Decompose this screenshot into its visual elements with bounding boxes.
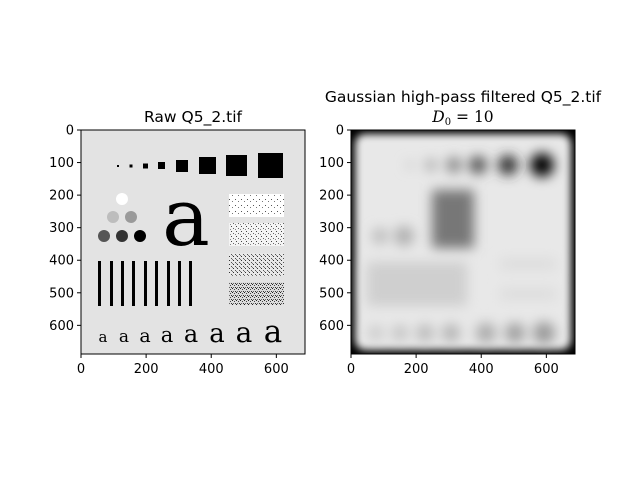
circle-white xyxy=(116,193,128,205)
y-tick-label: 500 xyxy=(49,286,74,301)
y-tick-label: 100 xyxy=(319,156,344,171)
bar-9 xyxy=(189,261,192,306)
square-3 xyxy=(143,163,148,169)
raw-image-title: Raw Q5_2.tif xyxy=(144,108,243,127)
square-5 xyxy=(176,160,188,172)
x-tick-label: 400 xyxy=(469,362,494,377)
letter-a-2: a xyxy=(119,327,129,347)
y-tick-label: 300 xyxy=(49,221,74,236)
x-tick-label: 200 xyxy=(134,362,159,377)
bar-7 xyxy=(167,261,170,306)
noise-rect-1 xyxy=(229,194,284,217)
raw-image-panel: Raw Q5_2.tif xyxy=(49,108,306,377)
bar-8 xyxy=(178,261,181,306)
bar-2 xyxy=(110,261,113,306)
y-tick-label: 600 xyxy=(319,319,344,334)
x-tick-label: 600 xyxy=(264,362,289,377)
square-2 xyxy=(129,164,133,168)
raw-circles xyxy=(98,193,146,242)
x-tick-label: 600 xyxy=(534,362,559,377)
x-tick-label: 0 xyxy=(347,362,355,377)
y-tick-label: 0 xyxy=(66,124,74,139)
raw-letters-row: a a a a a a a a xyxy=(99,314,283,350)
filtered-axes-frame xyxy=(350,129,576,355)
x-tick-label: 400 xyxy=(199,362,224,377)
y-tick-label: 600 xyxy=(49,319,74,334)
bar-1 xyxy=(98,261,101,306)
circle-dark-3 xyxy=(134,230,146,242)
noise-rect-4 xyxy=(229,282,284,305)
circle-dark-1 xyxy=(98,230,110,242)
filtered-image xyxy=(351,130,575,354)
square-7 xyxy=(226,155,247,176)
bar-4 xyxy=(132,261,135,306)
y-tick-label: 100 xyxy=(49,156,74,171)
filtered-blurred-features xyxy=(367,153,556,344)
letter-a-6: a xyxy=(209,319,225,349)
bar-3 xyxy=(121,261,124,306)
letter-a-4: a xyxy=(161,323,174,347)
noise-rect-2 xyxy=(229,223,284,246)
letter-a-3: a xyxy=(139,325,150,347)
filtered-image-panel: Gaussian high-pass filtered Q5_2.tif D0 … xyxy=(319,88,602,377)
filtered-y-axis: 0 100 200 300 400 500 600 xyxy=(319,124,351,334)
square-8 xyxy=(258,153,283,178)
letter-a-1: a xyxy=(99,328,108,346)
circle-light-1 xyxy=(107,211,119,223)
subtitle-sub: 0 xyxy=(445,117,451,128)
raw-squares-row xyxy=(117,153,283,178)
y-tick-label: 200 xyxy=(49,189,74,204)
letter-a-8: a xyxy=(264,314,282,350)
circle-light-2 xyxy=(125,211,137,223)
raw-x-axis: 0 200 400 600 xyxy=(77,354,289,377)
noise-rect-3 xyxy=(229,253,284,276)
filtered-image-subtitle: D0 = 10 xyxy=(431,108,493,128)
filtered-x-axis: 0 200 400 600 xyxy=(347,354,559,377)
circle-dark-2 xyxy=(116,230,128,242)
y-tick-label: 0 xyxy=(336,124,344,139)
y-tick-label: 300 xyxy=(319,221,344,236)
subtitle-suffix: = 10 xyxy=(451,108,494,126)
letter-a-7: a xyxy=(236,316,253,349)
y-tick-label: 400 xyxy=(319,254,344,269)
y-tick-label: 400 xyxy=(49,254,74,269)
square-6 xyxy=(199,157,216,174)
raw-vertical-bars xyxy=(98,261,192,306)
square-1 xyxy=(117,165,119,167)
raw-large-letter-a: a xyxy=(162,171,210,264)
raw-y-axis: 0 100 200 300 400 500 600 xyxy=(49,124,81,334)
x-tick-label: 200 xyxy=(404,362,429,377)
bar-5 xyxy=(144,261,147,306)
square-4 xyxy=(158,162,165,169)
y-tick-label: 500 xyxy=(319,286,344,301)
y-tick-label: 200 xyxy=(319,189,344,204)
letter-a-5: a xyxy=(184,320,198,348)
subtitle-d: D xyxy=(431,108,445,126)
raw-noise-rectangles xyxy=(229,194,284,305)
x-tick-label: 0 xyxy=(77,362,85,377)
raw-image: a a a xyxy=(81,130,305,354)
raw-axes-frame xyxy=(80,129,306,355)
bar-6 xyxy=(155,261,158,306)
filtered-image-title: Gaussian high-pass filtered Q5_2.tif xyxy=(325,88,602,107)
